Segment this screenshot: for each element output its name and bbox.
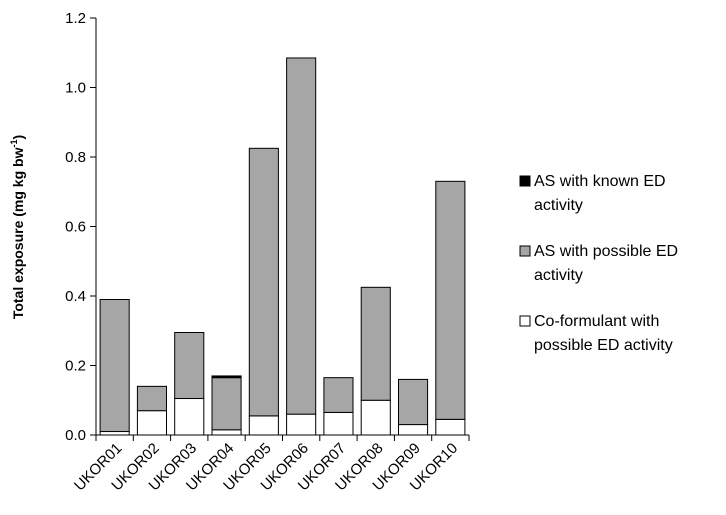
bar-segment-ukor04-series-1 — [211, 377, 242, 431]
y-tick-label: 0.6 — [65, 219, 86, 236]
y-tick-label: 0.0 — [65, 427, 86, 444]
y-axis: 0.0 0.2 0.4 0.6 0.8 1.0 1.2 — [65, 10, 97, 444]
bar-segment-ukor09-series-1 — [398, 378, 429, 426]
bar-segment-ukor08-series-0 — [360, 399, 391, 436]
bar-segment-ukor04-series-2 — [211, 375, 242, 379]
legend: AS with known ED activity AS with possible… — [519, 173, 678, 354]
y-axis-title: Total exposure (mg kg bw-1) — [9, 135, 26, 319]
y-tick-label: 0.8 — [65, 149, 86, 166]
bar-segment-ukor02-series-1 — [136, 385, 167, 412]
y-tick-label: 1.2 — [65, 10, 86, 27]
y-tick-label: 0.4 — [65, 288, 86, 305]
bar-segment-ukor07-series-1 — [323, 377, 354, 413]
bar-segment-ukor10-series-1 — [435, 180, 466, 420]
bar-segment-ukor05-series-1 — [248, 147, 279, 417]
y-tick-label: 1.0 — [65, 80, 86, 97]
bar-segment-ukor01-series-1 — [99, 298, 130, 433]
x-axis: UKOR01UKOR02UKOR03UKOR04UKOR05UKOR06UKOR… — [71, 434, 470, 494]
bar-segment-ukor10-series-0 — [435, 418, 466, 436]
legend-label: activity — [534, 197, 583, 214]
bar-segment-ukor04-series-0 — [211, 429, 242, 436]
legend-label: possible ED activity — [534, 337, 673, 354]
legend-label: AS with possible ED — [534, 243, 678, 260]
legend-swatch — [519, 245, 531, 257]
bar-segment-ukor05-series-0 — [248, 415, 279, 436]
legend-swatch — [519, 315, 531, 327]
legend-label: Co-formulant with — [534, 313, 659, 330]
bar-segment-ukor01-series-0 — [99, 431, 130, 436]
legend-label: activity — [534, 267, 583, 284]
bar-segment-ukor03-series-1 — [174, 331, 205, 400]
bar-segment-ukor03-series-0 — [174, 398, 205, 436]
bar-segment-ukor07-series-0 — [323, 411, 354, 436]
bar-segment-ukor09-series-0 — [398, 424, 429, 436]
legend-label: AS with known ED — [534, 173, 666, 190]
legend-swatch — [519, 175, 531, 187]
plot-area — [99, 57, 466, 436]
y-tick-label: 0.2 — [65, 358, 86, 375]
bar-segment-ukor06-series-1 — [286, 57, 317, 415]
bar-segment-ukor06-series-0 — [286, 413, 317, 436]
bar-segment-ukor08-series-1 — [360, 286, 391, 401]
bar-segment-ukor02-series-0 — [136, 410, 167, 436]
